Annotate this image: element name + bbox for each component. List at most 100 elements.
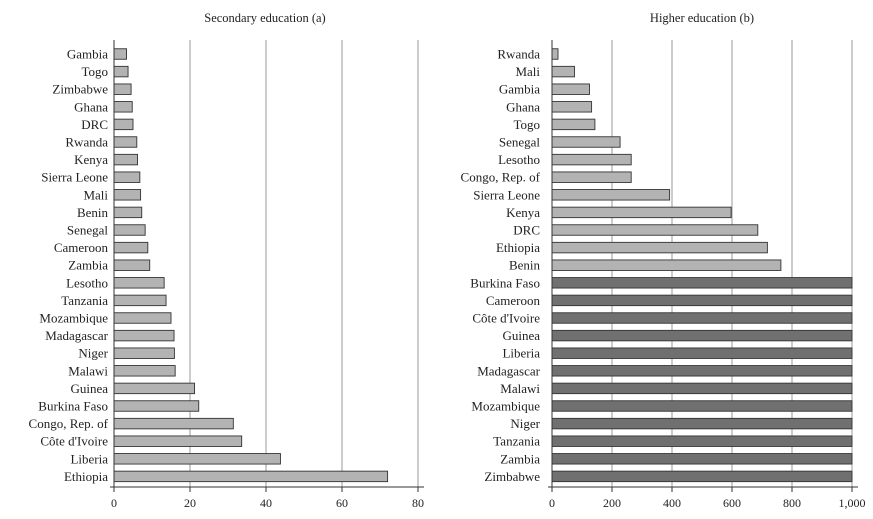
secondary-bar-23 xyxy=(113,453,281,465)
higher-category-label-6: Lesotho xyxy=(498,152,540,167)
secondary-bar-15 xyxy=(113,312,172,324)
higher-tick-label-2: 400 xyxy=(663,496,681,510)
secondary-bar-8 xyxy=(113,189,142,201)
secondary-category-label-8: Mali xyxy=(83,187,108,202)
secondary-category-label-9: Benin xyxy=(77,205,109,220)
secondary-tick-label-2: 40 xyxy=(260,496,272,510)
secondary-bar-6 xyxy=(113,153,139,166)
higher-category-label-5: Senegal xyxy=(499,135,541,150)
higher-category-label-22: Tanzania xyxy=(493,434,540,449)
higher-bar-17 xyxy=(551,347,853,359)
higher-category-label-12: Benin xyxy=(509,258,541,273)
secondary-bar-2 xyxy=(113,83,132,95)
higher-category-label-9: Kenya xyxy=(506,205,540,220)
secondary-category-label-6: Kenya xyxy=(74,152,108,167)
higher-bar-0 xyxy=(551,48,559,60)
secondary-tick-label-3: 60 xyxy=(336,496,348,510)
higher-bar-4 xyxy=(551,118,596,131)
higher-category-label-17: Liberia xyxy=(502,346,540,361)
higher-category-label-14: Cameroon xyxy=(486,293,541,308)
higher-tick-label-5: 1,000 xyxy=(839,496,866,510)
secondary-bar-0 xyxy=(113,48,127,60)
secondary-category-label-21: Congo, Rep. of xyxy=(29,416,109,431)
secondary-tick-label-4: 80 xyxy=(412,496,424,510)
higher-bar-7 xyxy=(551,171,632,183)
higher-category-label-8: Sierra Leone xyxy=(473,187,540,202)
secondary-category-label-2: Zimbabwe xyxy=(52,82,108,97)
secondary-education-panel: Gambia Togo Zimbabwe Ghana DRC Rwanda Kenya Sie… xyxy=(29,40,424,510)
secondary-bar-20 xyxy=(113,400,200,412)
secondary-bar-21 xyxy=(113,417,234,430)
higher-bar-2 xyxy=(551,83,590,95)
secondary-tick-label-0: 0 xyxy=(111,496,117,510)
higher-bar-16 xyxy=(551,329,853,342)
secondary-bar-5 xyxy=(113,136,138,148)
higher-category-label-15: Côte d'Ivoire xyxy=(472,311,540,326)
higher-category-label-23: Zambia xyxy=(500,451,540,466)
higher-tick-label-3: 600 xyxy=(723,496,741,510)
secondary-tick-label-1: 20 xyxy=(184,496,196,510)
higher-bar-22 xyxy=(551,435,853,447)
secondary-category-label-22: Côte d'Ivoire xyxy=(40,434,108,449)
higher-bar-1 xyxy=(551,65,575,78)
secondary-category-label-19: Guinea xyxy=(70,381,108,396)
higher-bar-24 xyxy=(551,470,853,483)
secondary-category-label-23: Liberia xyxy=(70,451,108,466)
secondary-bar-9 xyxy=(113,206,143,219)
secondary-bar-14 xyxy=(113,294,167,307)
secondary-category-label-10: Senegal xyxy=(67,223,109,238)
higher-category-label-11: Ethiopia xyxy=(496,240,540,255)
secondary-bar-24 xyxy=(113,470,389,483)
secondary-category-label-0: Gambia xyxy=(67,47,108,62)
secondary-category-label-16: Madagascar xyxy=(45,328,108,343)
higher-category-label-20: Mozambique xyxy=(471,399,540,414)
secondary-bar-4 xyxy=(113,118,134,131)
higher-bar-18 xyxy=(551,365,853,377)
secondary-bar-10 xyxy=(113,224,146,236)
secondary-category-label-7: Sierra Leone xyxy=(41,170,108,185)
secondary-category-label-20: Burkina Faso xyxy=(38,399,108,414)
secondary-bar-1 xyxy=(113,65,129,78)
higher-bar-23 xyxy=(551,453,853,465)
higher-bar-5 xyxy=(551,136,621,148)
higher-bar-9 xyxy=(551,206,732,219)
secondary-bar-12 xyxy=(113,259,151,271)
higher-category-label-19: Malawi xyxy=(500,381,540,396)
higher-bar-12 xyxy=(551,259,782,271)
secondary-bar-16 xyxy=(113,329,175,342)
higher-category-label-4: Togo xyxy=(513,117,540,132)
secondary-bar-13 xyxy=(113,277,165,289)
higher-category-label-16: Guinea xyxy=(502,328,540,343)
secondary-category-label-11: Cameroon xyxy=(54,240,109,255)
secondary-category-label-15: Mozambique xyxy=(39,311,108,326)
higher-bar-10 xyxy=(551,224,759,236)
secondary-bar-22 xyxy=(113,435,243,447)
higher-category-label-7: Congo, Rep. of xyxy=(461,170,541,185)
higher-category-label-10: DRC xyxy=(513,223,540,238)
higher-bar-19 xyxy=(551,382,853,395)
higher-category-label-21: Niger xyxy=(510,416,540,431)
higher-tick-label-0: 0 xyxy=(549,496,555,510)
secondary-category-label-4: DRC xyxy=(81,117,108,132)
higher-category-label-24: Zimbabwe xyxy=(484,469,540,484)
secondary-category-label-1: Togo xyxy=(81,64,108,79)
higher-bar-14 xyxy=(551,294,853,307)
secondary-chart-title: Secondary education (a) xyxy=(204,11,325,25)
higher-category-label-0: Rwanda xyxy=(497,47,540,62)
higher-bar-20 xyxy=(551,400,853,412)
secondary-category-label-13: Lesotho xyxy=(66,275,108,290)
higher-bar-11 xyxy=(551,241,768,254)
higher-bar-3 xyxy=(551,101,593,113)
secondary-bar-7 xyxy=(113,171,141,183)
higher-bar-13 xyxy=(551,277,853,289)
secondary-bar-3 xyxy=(113,101,133,113)
secondary-category-label-17: Niger xyxy=(78,346,108,361)
higher-tick-label-4: 800 xyxy=(783,496,801,510)
higher-bar-6 xyxy=(551,153,632,166)
secondary-category-label-3: Ghana xyxy=(74,99,108,114)
higher-tick-label-1: 200 xyxy=(603,496,621,510)
secondary-category-label-24: Ethiopia xyxy=(64,469,108,484)
higher-chart-title: Higher education (b) xyxy=(650,11,754,25)
secondary-bar-17 xyxy=(113,347,175,359)
